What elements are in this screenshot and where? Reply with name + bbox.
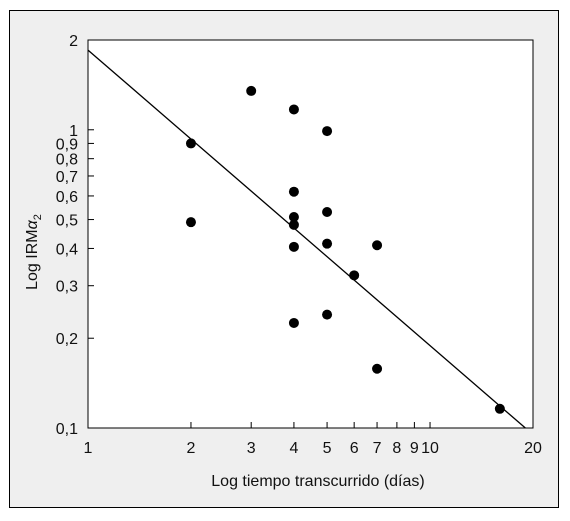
- data-point: [288, 211, 299, 222]
- x-tick-label: 7: [373, 440, 382, 457]
- data-point: [322, 238, 333, 249]
- y-tick-label: 0,8: [56, 152, 78, 169]
- y-axis-title-subscript: 2: [32, 214, 44, 220]
- data-point: [288, 317, 299, 328]
- x-tick-label: 8: [392, 440, 401, 457]
- x-tick-label: 9: [410, 440, 419, 457]
- y-tick-label: 0,1: [56, 421, 78, 438]
- data-point: [349, 270, 360, 281]
- trend-line: [87, 49, 526, 429]
- data-point: [246, 85, 257, 96]
- y-axis-title-symbol: α: [24, 219, 41, 229]
- x-tick-label: 5: [323, 440, 332, 457]
- data-point: [322, 126, 333, 137]
- plot-area: [87, 39, 534, 429]
- y-tick-label: 0,6: [56, 189, 78, 206]
- y-tick-label: 2: [69, 33, 78, 50]
- data-point: [494, 403, 505, 414]
- x-tick-label: 3: [247, 440, 256, 457]
- y-tick-label: 0,9: [56, 136, 78, 153]
- y-axis-title: Log IRMα2: [24, 214, 44, 290]
- data-point: [288, 241, 299, 252]
- x-tick-label: 1: [84, 440, 93, 457]
- x-tick-label: 4: [289, 440, 298, 457]
- data-point: [288, 186, 299, 197]
- y-tick-label: 0,7: [56, 169, 78, 186]
- y-tick-label: 0,5: [56, 213, 78, 230]
- y-tick-label: 0,3: [56, 279, 78, 296]
- data-point: [288, 219, 299, 230]
- x-axis-title: Log tiempo transcurrido (días): [211, 473, 424, 490]
- x-tick-label: 20: [524, 440, 542, 457]
- y-tick-label: 0,4: [56, 241, 78, 258]
- data-point: [185, 138, 196, 149]
- y-axis-title-main: Log IRM: [24, 229, 41, 289]
- x-tick-label: 2: [187, 440, 196, 457]
- x-tick-label: 10: [421, 440, 439, 457]
- data-point: [322, 207, 333, 218]
- y-tick-label: 1: [69, 123, 78, 140]
- x-tick-label: 6: [350, 440, 359, 457]
- data-point: [372, 363, 383, 374]
- data-point: [185, 217, 196, 228]
- data-point: [372, 240, 383, 251]
- data-point: [322, 309, 333, 320]
- data-point: [288, 104, 299, 115]
- y-tick-label: 0,2: [56, 331, 78, 348]
